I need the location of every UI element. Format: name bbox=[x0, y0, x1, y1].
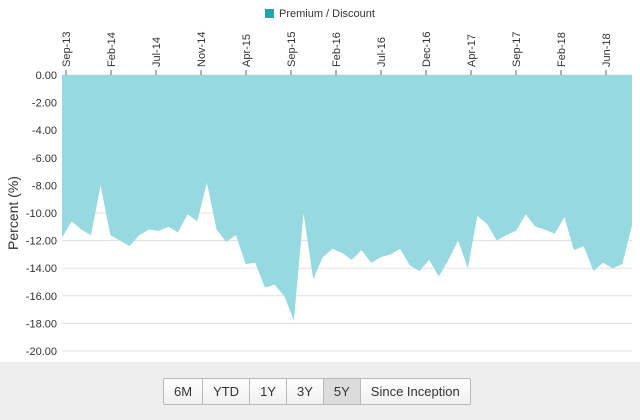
legend-label: Premium / Discount bbox=[279, 8, 375, 20]
data-point bbox=[573, 249, 576, 252]
data-point bbox=[234, 234, 237, 237]
y-tick-label: -14.00 bbox=[26, 263, 57, 275]
data-point bbox=[254, 261, 257, 264]
data-point bbox=[476, 214, 479, 217]
data-point bbox=[99, 184, 102, 187]
data-point bbox=[138, 234, 141, 237]
x-tick-label: Feb-14 bbox=[106, 32, 118, 67]
range-button-6m[interactable]: 6M bbox=[163, 378, 204, 405]
range-button-5y[interactable]: 5Y bbox=[322, 378, 361, 405]
data-point bbox=[524, 213, 527, 216]
y-tick-label: -8.00 bbox=[32, 180, 57, 192]
chart-legend[interactable]: Premium / Discount bbox=[0, 8, 640, 20]
x-tick-label: Dec-16 bbox=[421, 32, 433, 67]
data-point bbox=[292, 319, 295, 322]
data-point bbox=[167, 225, 170, 228]
data-point bbox=[302, 212, 305, 215]
data-point bbox=[350, 258, 353, 261]
premium-discount-chart: 0.00 -2.00 -4.00 -6.00 -8.00 -10.00 -12.00 -14.… bbox=[5, 32, 634, 358]
y-tick-label: -10.00 bbox=[26, 208, 57, 220]
range-button-ytd[interactable]: YTD bbox=[202, 378, 251, 405]
data-point bbox=[360, 249, 363, 252]
data-point bbox=[428, 258, 431, 261]
y-tick-label: -12.00 bbox=[26, 236, 57, 248]
x-tick-label: Sep-15 bbox=[286, 32, 298, 67]
premium-discount-area bbox=[62, 75, 632, 321]
data-point bbox=[631, 224, 634, 227]
chart-area: Premium / Discount 0.00 -2.00 -4.00 -6.00 -8… bbox=[0, 8, 640, 358]
data-point bbox=[553, 232, 556, 235]
x-tick-label: Feb-16 bbox=[331, 32, 343, 67]
legend-swatch bbox=[265, 9, 274, 18]
data-point bbox=[147, 228, 150, 231]
y-tick-label: 0.00 bbox=[36, 70, 57, 82]
data-point bbox=[563, 216, 566, 219]
y-tick-label: -20.00 bbox=[26, 346, 57, 358]
x-tick-label: Sep-17 bbox=[511, 32, 523, 67]
data-point bbox=[225, 241, 228, 244]
x-tick-label: Nov-14 bbox=[196, 32, 208, 67]
range-selector: 6M YTD 1Y 3Y 5Y Since Inception bbox=[163, 378, 471, 405]
data-point bbox=[582, 245, 585, 248]
data-point bbox=[244, 263, 247, 266]
y-tick-label: -6.00 bbox=[32, 153, 57, 165]
data-point bbox=[283, 294, 286, 297]
data-point bbox=[621, 263, 624, 266]
data-point bbox=[379, 256, 382, 259]
x-tick-label: Apr-17 bbox=[466, 34, 478, 67]
data-point bbox=[611, 267, 614, 270]
data-point bbox=[408, 264, 411, 267]
range-button-1y[interactable]: 1Y bbox=[249, 378, 287, 405]
data-point bbox=[215, 228, 218, 231]
data-point bbox=[544, 228, 547, 231]
data-point bbox=[534, 225, 537, 228]
data-point bbox=[80, 228, 83, 231]
data-point bbox=[389, 253, 392, 256]
data-point bbox=[602, 261, 605, 264]
y-tick-label: -2.00 bbox=[32, 98, 57, 110]
y-tick-label: -18.00 bbox=[26, 318, 57, 330]
data-point bbox=[321, 256, 324, 259]
range-button-3y[interactable]: 3Y bbox=[285, 378, 324, 405]
data-point bbox=[370, 261, 373, 264]
data-point bbox=[61, 236, 64, 239]
data-point bbox=[176, 231, 179, 234]
data-point bbox=[447, 258, 450, 261]
data-point bbox=[312, 278, 315, 281]
data-point bbox=[90, 234, 93, 237]
data-point bbox=[196, 220, 199, 223]
data-point bbox=[505, 234, 508, 237]
data-point bbox=[418, 270, 421, 273]
range-button-since-inception[interactable]: Since Inception bbox=[359, 378, 471, 405]
x-tick-label: Sep-13 bbox=[61, 32, 73, 67]
range-selector-bar: 6M YTD 1Y 3Y 5Y Since Inception bbox=[0, 362, 640, 420]
data-point bbox=[263, 286, 266, 289]
data-point bbox=[495, 239, 498, 242]
data-point bbox=[157, 229, 160, 232]
x-tick-label: Jul-16 bbox=[376, 37, 388, 67]
data-point bbox=[399, 247, 402, 250]
data-point bbox=[70, 220, 73, 223]
data-point bbox=[109, 234, 112, 237]
data-point bbox=[128, 245, 131, 248]
x-tick-label: Feb-18 bbox=[556, 32, 568, 67]
data-point bbox=[437, 275, 440, 278]
data-point bbox=[119, 239, 122, 242]
x-tick-label: Jun-18 bbox=[601, 33, 613, 67]
y-tick-label: -4.00 bbox=[32, 125, 57, 137]
data-point bbox=[273, 283, 276, 286]
data-point bbox=[515, 229, 518, 232]
data-point bbox=[341, 252, 344, 255]
data-point bbox=[186, 213, 189, 216]
y-axis-title: Percent (%) bbox=[5, 176, 21, 250]
data-point bbox=[486, 223, 489, 226]
data-point bbox=[592, 270, 595, 273]
y-tick-label: -16.00 bbox=[26, 291, 57, 303]
data-point bbox=[457, 239, 460, 242]
data-point bbox=[331, 247, 334, 250]
data-point bbox=[205, 181, 208, 184]
x-tick-label: Jul-14 bbox=[151, 37, 163, 67]
data-point bbox=[466, 267, 469, 270]
x-tick-label: Apr-15 bbox=[241, 34, 253, 67]
